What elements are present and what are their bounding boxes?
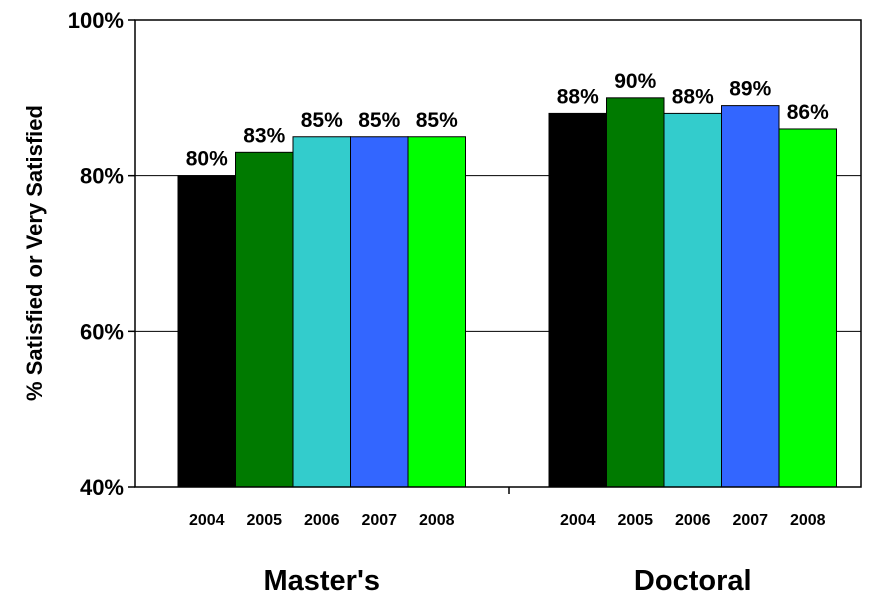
data-label: 85% bbox=[358, 109, 400, 132]
y-tick-label: 80% bbox=[80, 164, 124, 189]
data-label: 88% bbox=[557, 85, 599, 108]
plot-frame bbox=[134, 19, 862, 488]
data-label: 85% bbox=[416, 109, 458, 132]
data-label: 89% bbox=[729, 78, 771, 101]
x-tick-label: 2007 bbox=[732, 512, 768, 529]
bar bbox=[235, 151, 294, 488]
x-tick-label: 2005 bbox=[246, 512, 282, 529]
y-axis-title: % Satisfied or Very Satisfied bbox=[22, 105, 47, 401]
data-label: 88% bbox=[672, 85, 714, 108]
x-tick-label: 2006 bbox=[675, 512, 711, 529]
bar bbox=[548, 112, 607, 488]
bar bbox=[350, 136, 409, 488]
labels: 40% 60% 80% 100% 80% 2004 83% 2005 85% 2006 85% 200… bbox=[68, 8, 829, 597]
data-label: 83% bbox=[243, 124, 285, 147]
x-tick-label: 2007 bbox=[361, 512, 397, 529]
group-label: Master's bbox=[263, 565, 380, 597]
x-tick-label: 2004 bbox=[560, 512, 596, 529]
y-tick-label: 100% bbox=[68, 8, 124, 33]
x-tick-label: 2006 bbox=[304, 512, 340, 529]
y-tick-label: 40% bbox=[80, 475, 124, 500]
data-label: 80% bbox=[186, 148, 228, 171]
x-tick-label: 2008 bbox=[790, 512, 826, 529]
data-label: 86% bbox=[787, 101, 829, 124]
data-label: 85% bbox=[301, 109, 343, 132]
bar bbox=[606, 97, 665, 488]
group-label: Doctoral bbox=[634, 565, 752, 597]
data-label: 90% bbox=[614, 70, 656, 93]
bar bbox=[407, 136, 466, 488]
x-tick-label: 2008 bbox=[419, 512, 455, 529]
bar bbox=[177, 175, 236, 488]
axes bbox=[128, 19, 510, 494]
bar bbox=[721, 105, 780, 488]
bar bbox=[778, 128, 837, 488]
y-tick-label: 60% bbox=[80, 319, 124, 344]
x-tick-label: 2004 bbox=[189, 512, 225, 529]
x-tick-label: 2005 bbox=[617, 512, 653, 529]
bar bbox=[663, 112, 722, 488]
bars bbox=[177, 97, 837, 488]
bar bbox=[292, 136, 351, 488]
